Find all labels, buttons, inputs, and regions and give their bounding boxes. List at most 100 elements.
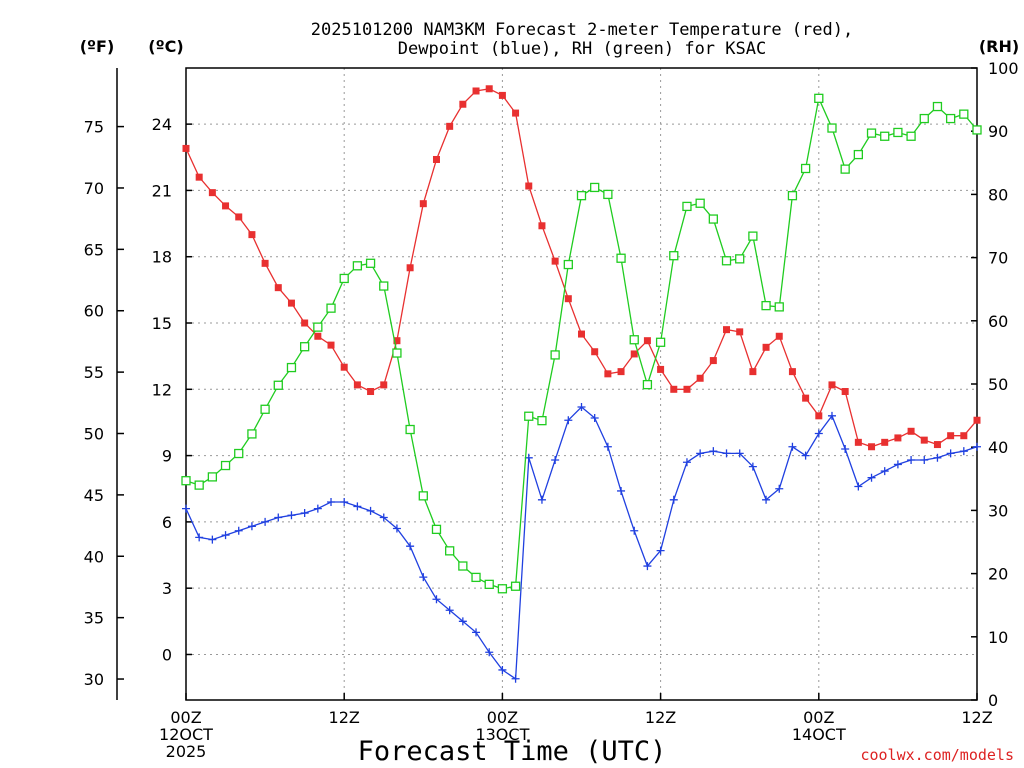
dewpoint-point (379, 513, 388, 522)
rh-point (339, 273, 349, 284)
rh-point (919, 113, 929, 124)
x-tick-label: 00Z (487, 708, 518, 727)
dewpoint-point (419, 573, 428, 582)
rh-point (286, 362, 297, 373)
temperature-point (195, 173, 203, 181)
rh-point (721, 256, 732, 266)
temperature-point (881, 438, 889, 446)
dewpoint-point (827, 411, 836, 420)
temperature-point (907, 427, 915, 435)
dewpoint-point (854, 482, 863, 491)
x-tick-label: 12OCT (159, 725, 213, 744)
dewpoint-point (907, 456, 916, 465)
rh-point (260, 404, 270, 414)
rh-point (431, 524, 442, 535)
temperature-point (749, 368, 757, 376)
rh-point (708, 214, 718, 224)
rh-point (682, 201, 692, 212)
dewpoint-point (564, 416, 573, 425)
rh-point (247, 429, 257, 439)
rh-point (194, 480, 204, 490)
dewpoint-point (458, 617, 467, 626)
rh-tick-label: 0 (988, 691, 998, 710)
celsius-tick-label: 15 (152, 314, 172, 333)
temperature-point (670, 385, 678, 393)
temperature-point (723, 326, 731, 334)
dewpoint-point (577, 402, 586, 411)
dewpoint-point (353, 502, 362, 511)
rh-point (445, 546, 455, 556)
fahrenheit-tick-label: 60 (84, 302, 104, 321)
rh-point (524, 411, 534, 421)
rh-point (906, 131, 916, 141)
rh-series (181, 93, 982, 594)
temperature-point (485, 85, 493, 93)
chart-axes (116, 67, 978, 701)
chart-tick-labels: 0 3 6 9 12 15 18 21 24 30 35 40 45 50 55 60 65 70 75 0 10 20 3… (84, 59, 1019, 761)
temperature-series (182, 85, 981, 451)
temperature-point (353, 381, 361, 389)
temperature-point (498, 91, 506, 99)
temperature-point (657, 365, 665, 373)
temperature-point (235, 213, 243, 221)
dewpoint-point (841, 444, 850, 453)
temperature-point (538, 222, 546, 230)
rh-point (497, 584, 508, 594)
dewpoint-point (432, 595, 441, 604)
dewpoint-point (313, 504, 322, 513)
fahrenheit-unit-label: (ºF) (80, 37, 115, 56)
rh-tick-label: 50 (988, 375, 1008, 394)
temperature-point (933, 441, 941, 449)
rh-point (669, 251, 679, 261)
temperature-point (591, 348, 599, 356)
dewpoint-series (182, 402, 981, 683)
rh-point (603, 189, 613, 200)
dewpoint-point (814, 429, 823, 438)
temperature-point (788, 368, 796, 376)
dewpoint-point (709, 447, 718, 456)
temperature-point (301, 319, 309, 327)
temperature-point (367, 388, 375, 396)
dewpoint-point (959, 447, 968, 456)
dewpoint-point (748, 462, 757, 471)
dewpoint-point (603, 442, 612, 451)
dewpoint-point (445, 606, 454, 615)
source-credit: coolwx.com/models (860, 746, 1014, 764)
rh-point (352, 261, 363, 271)
temperature-point (287, 299, 295, 307)
temperature-line (185, 88, 978, 448)
dewpoint-point (195, 533, 204, 542)
temperature-point (762, 343, 770, 351)
temperature-point (182, 144, 190, 152)
fahrenheit-tick-label: 70 (84, 179, 104, 198)
dewpoint-line (185, 406, 978, 680)
temperature-point (432, 155, 440, 163)
dewpoint-point (696, 449, 705, 458)
rh-point (510, 581, 521, 591)
temperature-point (604, 370, 612, 378)
dewpoint-point (893, 460, 902, 469)
dewpoint-point (366, 506, 375, 515)
rh-point (273, 380, 283, 390)
temperature-point (208, 189, 216, 197)
dewpoint-point (234, 526, 243, 535)
celsius-tick-label: 12 (152, 380, 172, 399)
dewpoint-point (406, 542, 415, 551)
rh-point (880, 131, 890, 141)
fahrenheit-tick-label: 30 (84, 670, 104, 689)
rh-point (945, 113, 956, 124)
dewpoint-point (669, 495, 678, 504)
dewpoint-point (880, 467, 889, 476)
fahrenheit-tick-label: 75 (84, 118, 104, 137)
temperature-point (248, 231, 256, 239)
dewpoint-point (392, 524, 401, 533)
dewpoint-point (274, 513, 283, 522)
temperature-point (406, 264, 414, 272)
dewpoint-point (221, 531, 230, 540)
dewpoint-point (682, 458, 691, 467)
rh-point (484, 579, 494, 589)
rh-unit-label: (RH) (979, 37, 1019, 56)
dewpoint-point (801, 451, 810, 460)
temperature-point (525, 182, 533, 190)
temperature-point (314, 332, 322, 340)
